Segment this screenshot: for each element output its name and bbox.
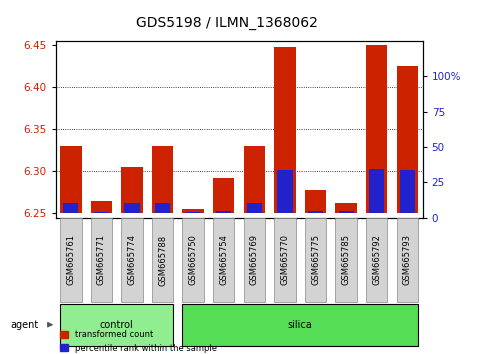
Bar	[247, 202, 262, 213]
Text: GSM665793: GSM665793	[403, 234, 412, 285]
Bar	[60, 304, 173, 346]
Text: GSM665788: GSM665788	[158, 234, 167, 286]
Text: GSM665761: GSM665761	[66, 234, 75, 285]
Bar	[152, 218, 173, 302]
Bar	[369, 169, 384, 213]
Text: GSM665785: GSM665785	[341, 234, 351, 285]
Bar	[152, 146, 173, 213]
Bar	[274, 218, 296, 302]
Bar	[183, 304, 418, 346]
Bar	[244, 218, 265, 302]
Bar	[91, 218, 112, 302]
Text: GSM665792: GSM665792	[372, 234, 381, 285]
Bar	[305, 190, 327, 213]
Bar	[213, 178, 235, 213]
Bar	[155, 202, 170, 213]
Bar	[125, 202, 140, 213]
Text: agent: agent	[11, 320, 39, 330]
Bar	[305, 218, 327, 302]
Bar	[397, 218, 418, 302]
Bar	[60, 146, 82, 213]
Text: GSM665750: GSM665750	[189, 234, 198, 285]
Text: GSM665771: GSM665771	[97, 234, 106, 285]
Text: silica: silica	[288, 320, 313, 330]
Text: GSM665754: GSM665754	[219, 234, 228, 285]
Bar	[274, 47, 296, 213]
Text: GDS5198 / ILMN_1368062: GDS5198 / ILMN_1368062	[136, 16, 318, 30]
Text: GSM665770: GSM665770	[281, 234, 289, 285]
Bar	[216, 211, 231, 213]
Bar	[60, 218, 82, 302]
Bar	[94, 212, 109, 213]
Bar	[335, 218, 357, 302]
Bar	[213, 218, 235, 302]
Bar	[183, 209, 204, 213]
Bar	[339, 211, 354, 213]
Text: control: control	[100, 320, 134, 330]
Bar	[277, 170, 293, 213]
Legend: transformed count, percentile rank within the sample: transformed count, percentile rank withi…	[60, 330, 217, 353]
Text: GSM665774: GSM665774	[128, 234, 137, 285]
Text: GSM665775: GSM665775	[311, 234, 320, 285]
Bar	[308, 211, 323, 213]
Bar	[121, 167, 143, 213]
Bar	[397, 66, 418, 213]
Bar	[366, 45, 387, 213]
Text: GSM665769: GSM665769	[250, 234, 259, 285]
Bar	[366, 218, 387, 302]
Bar	[335, 204, 357, 213]
Bar	[91, 201, 112, 213]
Bar	[244, 146, 265, 213]
Bar	[121, 218, 143, 302]
Bar	[400, 170, 415, 213]
Bar	[183, 218, 204, 302]
Bar	[185, 212, 201, 213]
Bar	[63, 204, 78, 213]
